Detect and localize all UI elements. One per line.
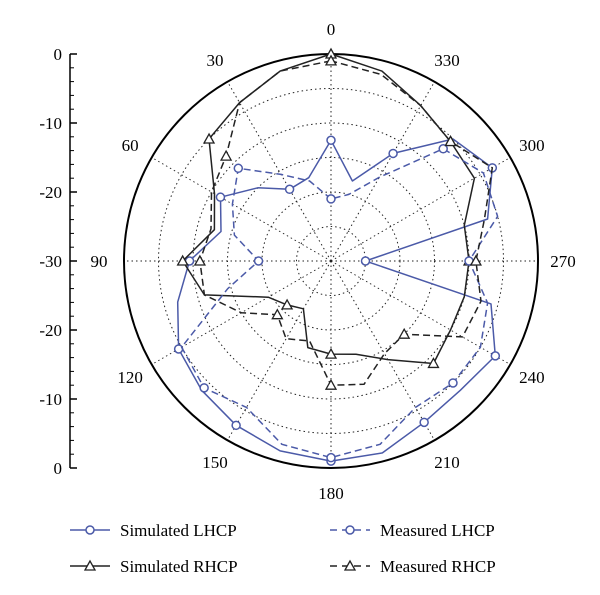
series-marker [360,256,371,266]
grid-spoke [227,81,332,262]
series-marker [193,254,207,266]
series-marker [284,184,295,195]
series-marker [469,254,483,266]
grid-spoke [330,81,435,262]
legend-label: Simulated LHCP [120,521,237,540]
angle-labels: 0 30 60 90 120 150 180 210 240 270 300 330 [91,20,576,503]
angle-label: 240 [519,368,545,387]
series-marker [233,163,244,174]
series-marker [444,135,457,147]
angle-label: 180 [318,484,344,503]
series-marker [438,144,448,154]
series-marker [419,417,429,428]
series-marker [202,132,216,144]
grid-spoke [151,157,332,262]
grid-spoke [330,157,511,262]
series-marker [215,192,226,202]
series-0 [173,135,501,466]
series-3 [193,54,494,390]
series-layer [173,47,501,466]
series-line [180,148,499,459]
series-marker [324,347,338,359]
scale-tick-label: -20 [39,183,62,202]
series-marker [324,54,338,66]
legend-label: Measured RHCP [380,557,496,576]
series-marker [324,378,338,390]
angle-label: 90 [91,252,108,271]
series-line [181,53,476,365]
scale-tick-label: 0 [54,45,63,64]
series-marker [173,344,184,354]
series-marker [271,308,284,320]
series-marker [219,149,233,161]
legend-swatch-marker [85,525,95,535]
angle-label: 150 [202,453,228,472]
series-marker [326,194,336,204]
grid-spoke [330,260,435,441]
angle-label: 210 [434,453,460,472]
series-marker [199,383,209,393]
angle-label: 300 [519,136,545,155]
series-marker [253,256,264,266]
legend-label: Simulated RHCP [120,557,238,576]
series-line [176,138,497,462]
series-marker [448,378,458,388]
series-marker [326,452,336,463]
legend-item: Measured LHCP [330,521,495,540]
series-marker [280,298,294,310]
series-marker [427,357,440,369]
legend-item: Measured RHCP [330,557,496,576]
angle-label: 270 [550,252,576,271]
series-marker [231,420,241,431]
legend-swatch-marker [83,559,97,571]
series-1 [176,47,476,369]
series-marker [388,148,398,159]
legend-item: Simulated RHCP [70,557,238,576]
scale-tick-label: -20 [39,321,62,340]
series-line [199,60,494,386]
series-marker [490,351,501,361]
grid-spoke [330,260,511,365]
series-marker [326,135,336,145]
legend-swatch-marker [343,559,357,571]
radial-scale-axis: 0 -10 -20 -30 -20 -10 0 [39,45,77,478]
scale-tick-label: -30 [39,252,62,271]
scale-tick-label: 0 [54,459,63,478]
angle-label: 330 [434,51,460,70]
series-2 [180,144,499,463]
scale-tick-label: -10 [39,114,62,133]
angle-label: 0 [327,20,336,39]
grid-spoke [227,260,332,441]
legend: Simulated LHCP Measured LHCP Simulated RHC… [70,521,496,576]
scale-tick-label: -10 [39,390,62,409]
legend-label: Measured LHCP [380,521,495,540]
series-marker [398,327,411,339]
legend-swatch-marker [345,525,355,535]
series-marker [176,254,189,266]
angle-label: 60 [122,136,139,155]
legend-item: Simulated LHCP [70,521,237,540]
angle-label: 30 [207,51,224,70]
angle-label: 120 [117,368,143,387]
